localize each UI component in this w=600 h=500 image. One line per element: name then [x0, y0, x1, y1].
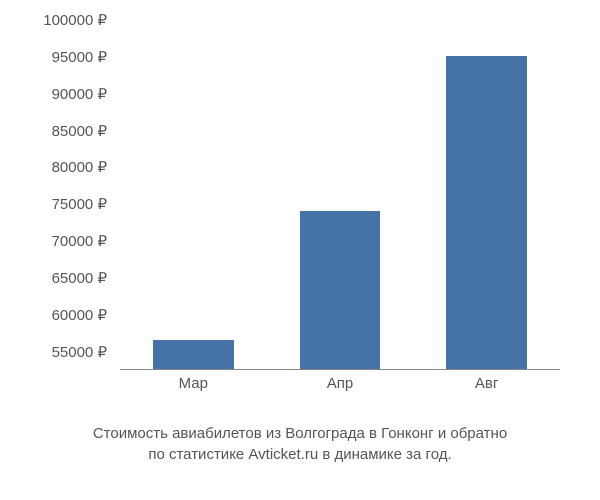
y-axis-ticks: 55000 ₽60000 ₽65000 ₽70000 ₽75000 ₽80000… — [20, 20, 115, 370]
caption-line-1: Стоимость авиабилетов из Волгограда в Го… — [0, 423, 600, 444]
y-tick-label: 75000 ₽ — [12, 195, 107, 213]
y-tick-label: 60000 ₽ — [12, 306, 107, 324]
x-tick-label: Мар — [179, 375, 208, 392]
y-tick-label: 80000 ₽ — [12, 158, 107, 176]
plot-area — [120, 20, 560, 370]
x-tick-label: Авг — [475, 375, 498, 392]
y-tick-label: 55000 ₽ — [12, 343, 107, 361]
y-tick-label: 95000 ₽ — [12, 48, 107, 66]
bar — [300, 211, 381, 369]
y-tick-label: 65000 ₽ — [12, 269, 107, 287]
y-tick-label: 70000 ₽ — [12, 232, 107, 250]
x-axis-ticks: Мар Апр Авг — [120, 375, 560, 405]
caption-line-2: по статистике Avticket.ru в динамике за … — [0, 444, 600, 465]
chart-caption: Стоимость авиабилетов из Волгограда в Го… — [0, 423, 600, 465]
bar — [153, 340, 234, 369]
y-tick-label: 85000 ₽ — [12, 122, 107, 140]
y-tick-label: 90000 ₽ — [12, 85, 107, 103]
x-tick-label: Апр — [327, 375, 353, 392]
y-tick-label: 100000 ₽ — [12, 11, 107, 29]
bar — [446, 56, 527, 369]
chart-container: 55000 ₽60000 ₽65000 ₽70000 ₽75000 ₽80000… — [20, 10, 580, 410]
